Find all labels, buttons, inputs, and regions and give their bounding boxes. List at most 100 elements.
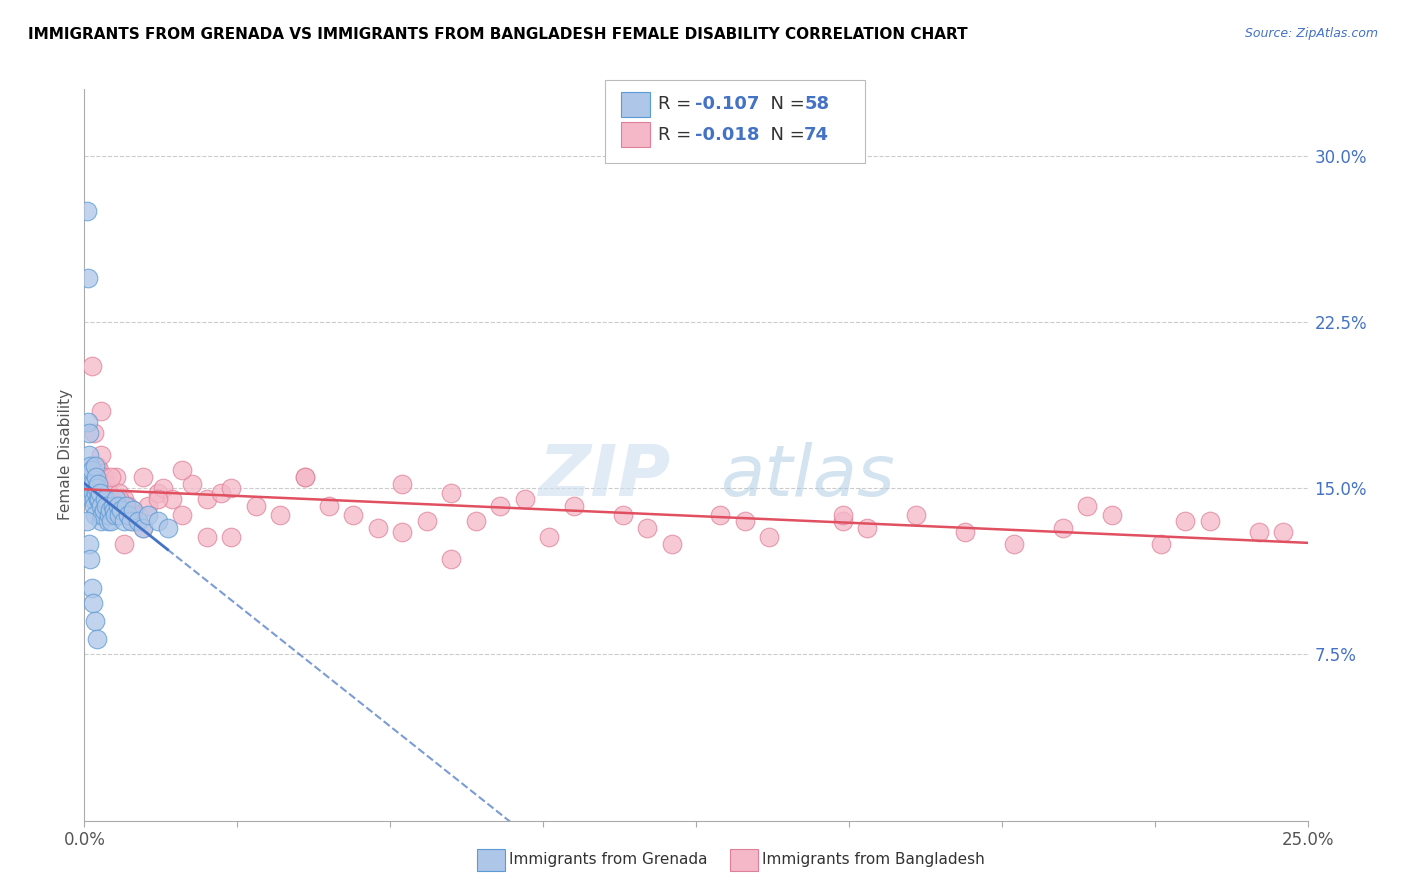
Point xyxy=(127,515,149,529)
Point xyxy=(82,596,104,610)
Point xyxy=(294,470,316,484)
Point xyxy=(269,508,291,522)
Point xyxy=(93,470,115,484)
Point xyxy=(440,485,463,500)
Point xyxy=(162,492,184,507)
Point xyxy=(80,359,103,374)
Text: Immigrants from Bangladesh: Immigrants from Bangladesh xyxy=(762,853,984,867)
Point xyxy=(136,508,159,522)
Point xyxy=(661,536,683,550)
Point xyxy=(82,463,104,477)
Point xyxy=(105,470,128,484)
Point xyxy=(103,499,125,513)
Point xyxy=(94,492,117,507)
Point xyxy=(132,521,155,535)
Point xyxy=(122,515,145,529)
Text: N =: N = xyxy=(759,126,811,144)
Point xyxy=(127,508,149,522)
Point xyxy=(84,470,107,484)
Point xyxy=(89,485,111,500)
Point xyxy=(1174,515,1197,529)
Text: N =: N = xyxy=(759,95,811,113)
Point xyxy=(83,508,105,522)
Point xyxy=(82,476,104,491)
Point xyxy=(93,503,115,517)
Point xyxy=(83,425,105,440)
Text: IMMIGRANTS FROM GRENADA VS IMMIGRANTS FROM BANGLADESH FEMALE DISABILITY CORRELAT: IMMIGRANTS FROM GRENADA VS IMMIGRANTS FR… xyxy=(28,27,967,42)
Point xyxy=(80,492,103,507)
Point xyxy=(86,458,108,473)
Point xyxy=(79,470,101,484)
Point xyxy=(562,499,585,513)
Point xyxy=(1002,536,1025,550)
Point xyxy=(172,463,194,477)
Point xyxy=(90,448,112,462)
Point xyxy=(87,463,110,477)
Point xyxy=(219,530,242,544)
Point xyxy=(245,499,267,513)
Point xyxy=(905,508,928,522)
Point xyxy=(87,476,110,491)
Point xyxy=(1198,515,1220,529)
Point xyxy=(82,485,104,500)
Point xyxy=(105,492,128,507)
Text: 58: 58 xyxy=(804,95,830,113)
Point xyxy=(96,499,118,513)
Point xyxy=(107,492,129,507)
Point xyxy=(84,614,107,628)
Point xyxy=(79,458,101,473)
Point xyxy=(97,515,120,529)
Point xyxy=(181,476,204,491)
Point xyxy=(318,499,340,513)
Point xyxy=(84,485,107,500)
Point xyxy=(86,481,108,495)
Point xyxy=(97,485,120,500)
Point xyxy=(110,503,132,517)
Point xyxy=(80,581,103,595)
Point xyxy=(612,508,634,522)
Text: -0.018: -0.018 xyxy=(695,126,759,144)
Point xyxy=(86,492,108,507)
Point xyxy=(513,492,536,507)
Point xyxy=(856,521,879,535)
Point xyxy=(464,515,486,529)
Point xyxy=(100,515,122,529)
Point xyxy=(636,521,658,535)
Text: R =: R = xyxy=(658,95,697,113)
Point xyxy=(90,499,112,513)
Point xyxy=(86,476,108,491)
Point xyxy=(367,521,389,535)
Text: Source: ZipAtlas.com: Source: ZipAtlas.com xyxy=(1244,27,1378,40)
Point xyxy=(136,499,159,513)
Point xyxy=(538,530,561,544)
Point xyxy=(709,508,731,522)
Point xyxy=(77,415,100,429)
Point xyxy=(416,515,439,529)
Point xyxy=(76,270,98,285)
Y-axis label: Female Disability: Female Disability xyxy=(58,389,73,521)
Point xyxy=(1150,536,1173,550)
Point xyxy=(152,481,174,495)
Point xyxy=(86,632,108,646)
Point xyxy=(831,508,853,522)
Point xyxy=(77,536,100,550)
Point xyxy=(115,499,138,513)
Point xyxy=(1052,521,1074,535)
Point xyxy=(219,481,242,495)
Point xyxy=(112,515,135,529)
Text: Immigrants from Grenada: Immigrants from Grenada xyxy=(509,853,707,867)
Text: R =: R = xyxy=(658,126,697,144)
Point xyxy=(103,503,125,517)
Point xyxy=(172,508,194,522)
Point xyxy=(1076,499,1098,513)
Point xyxy=(76,515,98,529)
Text: ZIP: ZIP xyxy=(540,442,672,511)
Point xyxy=(120,515,142,529)
Point xyxy=(90,403,112,417)
Point xyxy=(146,515,169,529)
Point xyxy=(1247,525,1270,540)
Point xyxy=(132,521,155,535)
Point xyxy=(953,525,976,540)
Point xyxy=(117,499,139,513)
Point xyxy=(84,458,107,473)
